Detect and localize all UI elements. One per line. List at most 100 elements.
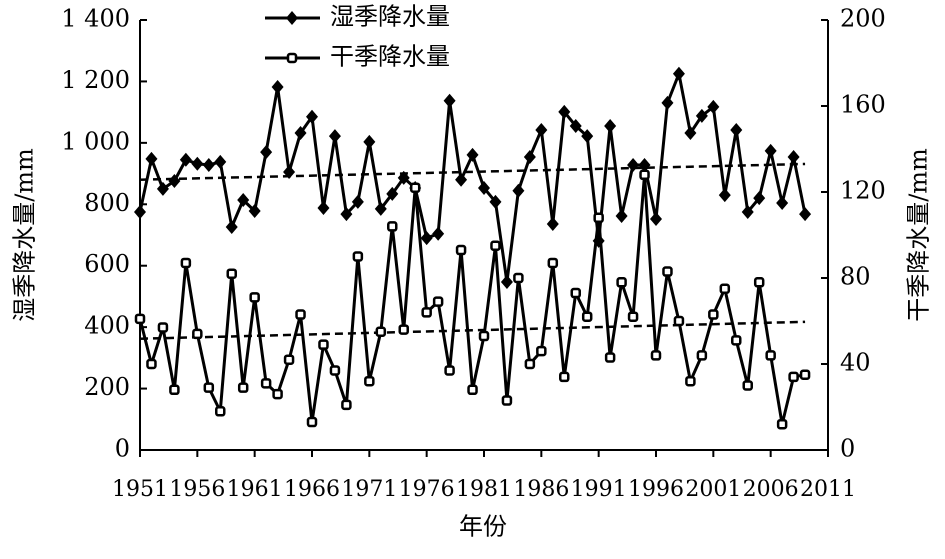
series-line	[138, 68, 807, 283]
data-point	[283, 354, 295, 365]
data-point	[512, 183, 525, 198]
data-point	[179, 152, 192, 167]
data-point	[237, 382, 249, 393]
data-point	[490, 240, 501, 251]
y-axis-label: 湿季降水量/mm	[11, 148, 39, 322]
data-point	[787, 149, 800, 164]
data-point	[639, 169, 650, 181]
data-point	[650, 212, 662, 227]
data-point	[455, 172, 468, 187]
x-tick-label: 1961	[227, 477, 283, 502]
y2-tick-label: 120	[840, 177, 886, 205]
data-point	[558, 104, 571, 119]
y-tick-label: 800	[84, 189, 130, 217]
data-point	[753, 191, 766, 206]
data-point	[295, 309, 306, 320]
data-point	[386, 186, 399, 201]
data-point	[764, 143, 777, 158]
y-tick-label: 1 200	[61, 66, 130, 94]
data-point	[191, 156, 204, 171]
data-point	[249, 292, 260, 303]
y2-axis-label: 干季降水量/mm	[905, 148, 933, 322]
data-point	[134, 313, 146, 325]
data-point	[765, 350, 776, 361]
data-point	[168, 173, 181, 188]
data-point	[535, 122, 548, 137]
data-point	[455, 244, 467, 256]
data-point	[650, 350, 662, 361]
legend-label: 干季降水量	[330, 43, 450, 71]
y2-tick-label: 200	[840, 5, 886, 33]
y2-tick-label: 40	[840, 349, 871, 377]
data-point	[398, 324, 409, 335]
data-point	[615, 208, 628, 223]
data-point	[192, 328, 203, 340]
data-point	[443, 93, 456, 108]
data-point	[226, 268, 237, 279]
data-point	[753, 277, 765, 288]
data-point	[536, 345, 547, 357]
data-point	[306, 109, 318, 124]
data-point	[225, 220, 238, 235]
data-point	[352, 251, 364, 262]
data-point	[684, 126, 697, 141]
data-point	[444, 365, 455, 376]
data-point	[341, 399, 352, 411]
data-point	[776, 418, 788, 430]
data-point	[581, 311, 593, 322]
data-point	[271, 79, 284, 94]
data-point	[272, 388, 283, 400]
x-tick-label: 1976	[399, 477, 455, 502]
data-point	[145, 151, 158, 166]
data-point	[260, 378, 272, 389]
data-point	[387, 221, 398, 232]
data-point	[604, 118, 617, 133]
data-point	[799, 207, 812, 222]
legend-marker	[286, 52, 298, 64]
data-point	[478, 181, 490, 196]
data-point	[260, 145, 273, 160]
data-point	[134, 204, 146, 219]
data-point	[741, 204, 754, 219]
x-tick-label: 2001	[685, 477, 741, 502]
data-point	[569, 118, 582, 133]
data-point	[317, 200, 330, 215]
data-point	[627, 157, 640, 172]
data-point	[203, 382, 215, 393]
data-point	[363, 134, 376, 149]
data-point	[672, 66, 685, 81]
data-point	[318, 339, 329, 350]
data-point	[627, 311, 639, 322]
data-point	[329, 365, 341, 376]
data-point	[340, 207, 353, 222]
data-point	[707, 99, 720, 114]
data-point	[364, 375, 375, 387]
data-point	[604, 352, 616, 363]
data-point	[695, 108, 708, 123]
data-point	[696, 350, 708, 361]
x-axis-label: 年份	[459, 513, 507, 541]
data-point	[374, 201, 387, 216]
data-point	[546, 216, 559, 231]
data-point	[409, 182, 421, 193]
x-tick-label: 1991	[571, 477, 627, 502]
data-point	[156, 181, 169, 196]
data-point	[581, 129, 594, 144]
y2-tick-label: 0	[840, 435, 855, 463]
data-point	[731, 335, 742, 346]
x-tick-label: 1981	[456, 477, 512, 502]
y2-tick-label: 160	[840, 91, 886, 119]
data-point	[478, 330, 490, 342]
data-point	[559, 371, 570, 383]
data-point	[673, 315, 685, 327]
data-point	[283, 165, 296, 180]
data-point	[146, 358, 157, 370]
data-point	[742, 380, 753, 391]
data-point	[501, 395, 513, 406]
data-point	[570, 287, 581, 299]
x-tick-label: 2011	[800, 477, 856, 502]
data-point	[214, 154, 227, 169]
data-point	[294, 126, 307, 141]
y-tick-label: 1 400	[61, 5, 130, 33]
data-point	[547, 257, 559, 269]
